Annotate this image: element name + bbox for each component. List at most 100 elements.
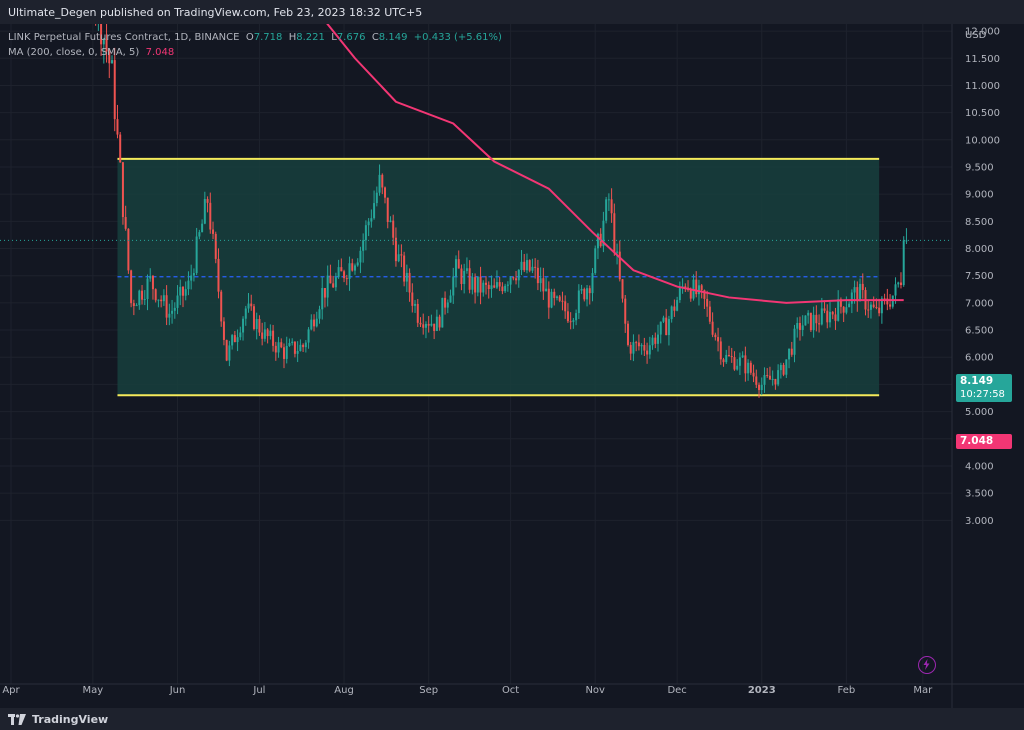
candle-body (424, 323, 427, 328)
candle-body (714, 334, 717, 338)
candle-body (673, 306, 676, 311)
candle-body (695, 279, 698, 295)
time-tick-label: Sep (419, 685, 438, 696)
tradingview-logo-icon[interactable] (8, 710, 26, 729)
candle-body (411, 292, 414, 306)
candle-body (607, 199, 610, 201)
candle-body (867, 309, 870, 311)
candle-body (902, 240, 905, 286)
candle-body (299, 344, 302, 352)
candle-body (102, 39, 105, 45)
candle-body (162, 295, 165, 302)
candle-body (116, 119, 119, 135)
legend-ma-row[interactable]: MA (200, close, 0, SMA, 5) 7.048 (8, 45, 502, 60)
footer: TradingView (0, 708, 1024, 730)
candle-body (889, 304, 892, 307)
candle-body (629, 344, 632, 354)
candle-body (149, 275, 152, 279)
candle-body (646, 350, 649, 355)
candle-body (760, 384, 763, 391)
candle-body (135, 305, 138, 307)
candle-body (405, 272, 408, 282)
candle-body (829, 311, 831, 323)
candle-body (626, 323, 629, 345)
candle-body (859, 283, 862, 302)
candle-body (610, 199, 613, 214)
candle-body (239, 332, 242, 338)
close-value: 8.149 (378, 32, 408, 43)
candle-body (525, 260, 528, 271)
candle-body (474, 277, 477, 293)
candle-body (651, 337, 654, 346)
candle-body (220, 291, 223, 322)
candle-body (130, 270, 133, 304)
candle-body (736, 365, 739, 370)
candle-body (165, 295, 168, 318)
candle-body (157, 299, 160, 301)
candle-body (624, 298, 627, 324)
candle-body (779, 364, 782, 371)
candle-body (332, 283, 335, 288)
candle-body (242, 318, 245, 333)
candle-body (531, 266, 534, 271)
lightning-icon[interactable] (918, 656, 936, 674)
time-tick-label: Oct (502, 685, 519, 696)
high-value: 8.221 (296, 32, 325, 43)
candle-body (564, 301, 567, 312)
price-tick-label: 3.000 (965, 516, 994, 527)
candle-body (831, 311, 834, 315)
publisher-bar: Ultimate_Degen published on TradingView.… (0, 0, 1024, 24)
candle-body (490, 285, 493, 290)
candle-body (370, 218, 373, 222)
candle-body (283, 347, 285, 359)
candle-body (160, 299, 163, 302)
candle-body (766, 375, 769, 377)
candle-body (146, 278, 149, 300)
price-chart[interactable]: USD14.00013.50013.00012.50012.00011.5001… (0, 24, 1024, 708)
candle-body (536, 267, 539, 284)
candle-body (542, 278, 545, 292)
candle-body (127, 228, 130, 271)
brand-name[interactable]: TradingView (32, 712, 109, 726)
candle-body (209, 202, 212, 230)
time-tick-label: 2023 (748, 685, 776, 696)
candle-body (356, 262, 359, 266)
price-tick-label: 11.500 (965, 54, 1000, 65)
candle-body (250, 303, 253, 307)
candle-body (741, 355, 744, 358)
candle-body (670, 306, 673, 320)
candle-body (310, 319, 313, 330)
candle-body (141, 290, 144, 300)
candle-body (875, 307, 878, 309)
ma-line (326, 24, 904, 304)
candle-body (708, 306, 711, 322)
candle-body (206, 199, 209, 203)
chart-area[interactable]: USD14.00013.50013.00012.50012.00011.5001… (0, 24, 1024, 708)
candle-body (392, 220, 395, 238)
candle-body (329, 275, 332, 284)
candle-body (252, 306, 255, 329)
candle-body (834, 314, 837, 321)
candle-body (823, 308, 826, 311)
candle-body (427, 323, 430, 326)
candle-body (143, 299, 146, 301)
candle-body (894, 284, 897, 296)
price-tick-label: 10.000 (965, 135, 1000, 146)
candle-body (463, 270, 466, 284)
candle-body (132, 303, 135, 306)
candle-body (815, 314, 818, 324)
price-tick-label: 8.000 (965, 244, 994, 255)
candle-body (168, 313, 171, 318)
candle-body (266, 329, 269, 337)
candle-body (119, 134, 122, 163)
candle-body (782, 364, 785, 375)
candle-body (217, 258, 220, 292)
candle-body (706, 298, 709, 307)
candle-body (809, 312, 812, 331)
candle-body (553, 291, 556, 298)
candle-body (367, 221, 370, 226)
candle-body (373, 203, 376, 219)
candle-body (785, 359, 788, 375)
candle-body (307, 329, 310, 343)
legend-symbol-row: LINK Perpetual Futures Contract, 1D, BIN… (8, 30, 502, 45)
